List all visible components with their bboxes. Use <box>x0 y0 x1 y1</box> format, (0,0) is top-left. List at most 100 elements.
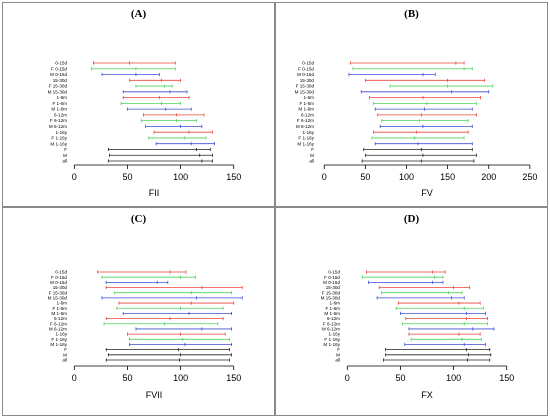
category-label: M 6-12m <box>322 327 340 332</box>
x-tick-label: 150 <box>226 373 241 383</box>
category-label: M 6-12m <box>49 327 67 332</box>
category-label: 15-30d <box>53 285 68 290</box>
category-label: F 1-6m <box>325 306 340 311</box>
x-tick-label: 50 <box>122 172 132 182</box>
category-label: M <box>336 352 340 357</box>
category-label: M 1-16y <box>50 141 67 146</box>
x-tick-label: 100 <box>173 172 188 182</box>
category-label: M <box>310 153 314 158</box>
x-tick-label: 200 <box>481 172 496 182</box>
panel-a: (A) 0 50 100 150 FII 0-15d F 0-15d M 0-15d 15-30… <box>2 2 275 207</box>
category-label: F 0-15d <box>298 66 314 71</box>
category-label: M 1-16y <box>50 342 67 347</box>
category-label: M 0-15d <box>50 280 67 285</box>
category-label: M 15-30d <box>48 89 68 94</box>
x-tick-label: 100 <box>399 172 414 182</box>
category-label: 1-6m <box>57 95 68 100</box>
category-label: 15-30d <box>300 78 315 83</box>
panel-label-a: (A) <box>130 8 147 20</box>
category-label: 1-16y <box>56 130 68 135</box>
category-label: M 0-15d <box>323 280 340 285</box>
category-label: M 0-15d <box>50 72 67 77</box>
category-label: F 1-16y <box>298 136 314 141</box>
category-label: 6-12m <box>327 316 340 321</box>
x-tick-label: 150 <box>226 172 241 182</box>
category-label: F 0-15d <box>51 66 67 71</box>
category-label: 1-6m <box>304 95 315 100</box>
category-label: M 1-6m <box>51 311 67 316</box>
x-tick-label: 0 <box>322 172 327 182</box>
x-tick-label: 150 <box>499 373 514 383</box>
category-label: 1-16y <box>303 130 315 135</box>
category-label: 0-15d <box>302 61 314 66</box>
category-label: F 15-30d <box>49 290 68 295</box>
category-label: M <box>63 352 67 357</box>
category-label: F 1-16y <box>324 337 340 342</box>
panel-d: (D) 0 50 100 150 FX 0-15d F 0-15d M 0-15d 15-30d… <box>275 207 548 416</box>
panel-label-d: (D) <box>403 213 420 225</box>
category-label: 6-12m <box>54 316 67 321</box>
x-tick-label: 0 <box>72 373 77 383</box>
panel-b: (B) 0 50 100 150 200 250 FV 0-15d F 0-15d M 0-15d… <box>275 2 548 207</box>
category-label: F <box>311 147 314 152</box>
category-label: all <box>335 358 340 363</box>
category-label: all <box>62 358 67 363</box>
category-label: 0-15d <box>328 270 340 275</box>
panel-c: (C) 0 50 100 150 FVII 0-15d F 0-15d M 0-15d 15-3… <box>2 207 275 416</box>
x-tick-label: 50 <box>122 373 132 383</box>
category-label: all <box>62 159 67 164</box>
x-axis-label: FX <box>421 390 433 400</box>
category-label: F <box>337 347 340 352</box>
category-label: F 0-15d <box>324 275 340 280</box>
category-label: F 6-12m <box>50 321 67 326</box>
category-label: F 1-16y <box>51 337 67 342</box>
category-label: 1-16y <box>329 332 341 337</box>
category-label: M 0-15d <box>297 72 314 77</box>
category-label: M 1-6m <box>298 107 314 112</box>
category-label: F 15-30d <box>49 84 68 89</box>
x-tick-label: 50 <box>360 172 370 182</box>
category-label: F 0-15d <box>51 275 67 280</box>
x-tick-label: 100 <box>446 373 461 383</box>
category-label: all <box>309 159 314 164</box>
category-label: 6-12m <box>301 112 314 117</box>
x-axis-label: FV <box>421 188 433 198</box>
category-label: M 1-16y <box>297 141 314 146</box>
category-label: F 1-6m <box>299 101 314 106</box>
category-label: F 1-6m <box>52 306 67 311</box>
category-label: 1-16y <box>56 332 68 337</box>
category-label: 0-15d <box>55 61 67 66</box>
category-label: F 15-30d <box>296 84 315 89</box>
category-label: 15-30d <box>53 78 68 83</box>
category-label: 1-6m <box>330 301 341 306</box>
category-label: M 1-16y <box>323 342 340 347</box>
x-tick-label: 0 <box>345 373 350 383</box>
category-label: M 1-6m <box>324 311 340 316</box>
category-label: 15-30d <box>326 285 341 290</box>
x-tick-label: 150 <box>440 172 455 182</box>
x-tick-label: 0 <box>72 172 77 182</box>
category-label: F 15-30d <box>322 290 341 295</box>
category-label: F <box>64 147 67 152</box>
x-axis-label: FVII <box>146 390 163 400</box>
category-label: M 6-12m <box>49 124 67 129</box>
category-label: F 1-6m <box>52 101 67 106</box>
x-tick-label: 50 <box>395 373 405 383</box>
category-label: F 6-12m <box>323 321 340 326</box>
x-tick-label: 250 <box>522 172 537 182</box>
x-tick-label: 100 <box>173 373 188 383</box>
category-label: 1-6m <box>57 301 68 306</box>
category-label: F 6-12m <box>297 118 314 123</box>
category-label: M 15-30d <box>295 89 315 94</box>
category-label: F 1-16y <box>51 136 67 141</box>
category-label: F 6-12m <box>50 118 67 123</box>
category-label: M 15-30d <box>321 295 341 300</box>
category-label: M 15-30d <box>48 295 68 300</box>
category-label: M <box>63 153 67 158</box>
category-label: F <box>64 347 67 352</box>
category-label: M 6-12m <box>296 124 314 129</box>
category-label: 6-12m <box>54 112 67 117</box>
